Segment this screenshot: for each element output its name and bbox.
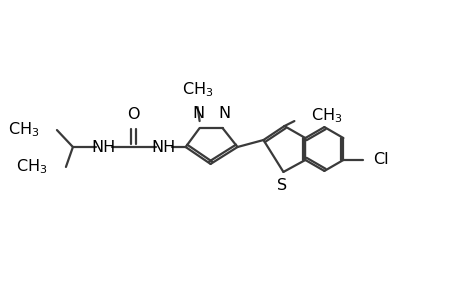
Text: CH$_3$: CH$_3$ bbox=[7, 121, 39, 140]
Text: O: O bbox=[127, 107, 140, 122]
Text: NH: NH bbox=[151, 140, 175, 154]
Text: CH$_3$: CH$_3$ bbox=[181, 80, 213, 99]
Text: S: S bbox=[277, 178, 287, 193]
Text: NH: NH bbox=[91, 140, 116, 154]
Text: CH$_3$: CH$_3$ bbox=[311, 107, 342, 125]
Text: Cl: Cl bbox=[373, 152, 388, 167]
Text: N: N bbox=[218, 106, 230, 121]
Text: N: N bbox=[192, 106, 204, 121]
Text: CH$_3$: CH$_3$ bbox=[17, 158, 48, 176]
